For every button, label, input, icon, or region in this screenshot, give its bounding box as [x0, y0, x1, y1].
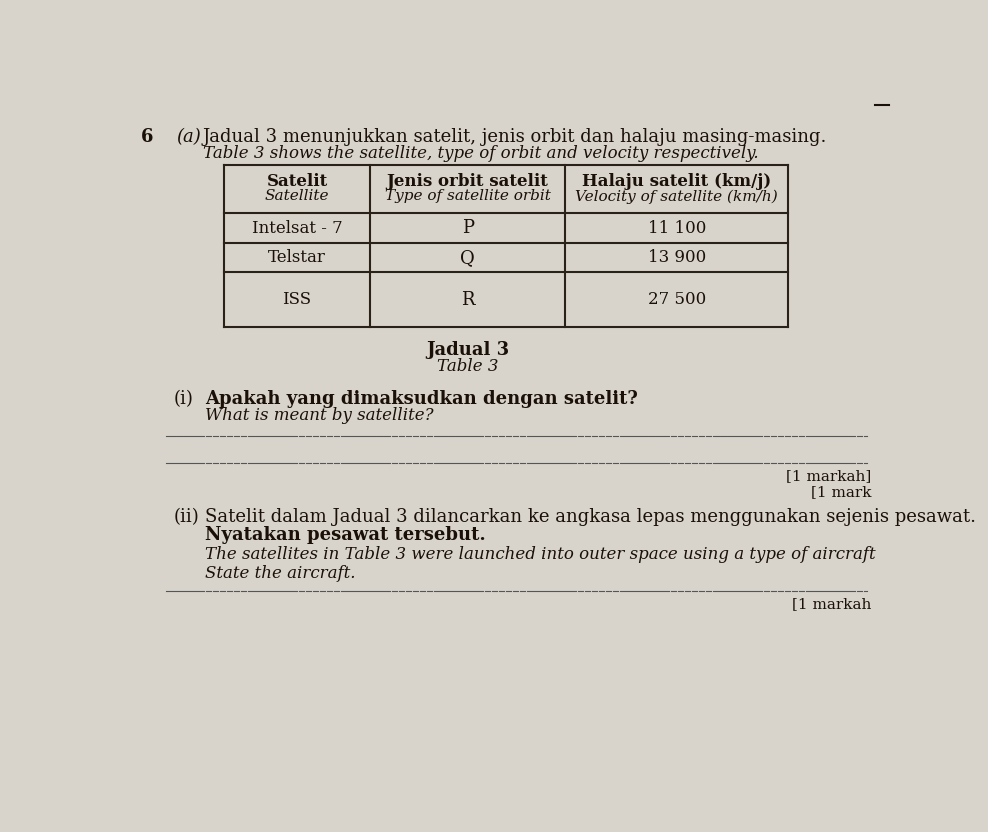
Text: Jenis orbit satelit: Jenis orbit satelit — [386, 172, 548, 190]
Text: (a): (a) — [176, 128, 201, 146]
Text: ISS: ISS — [283, 291, 311, 308]
Text: 6: 6 — [140, 128, 153, 146]
Text: Apakah yang dimaksudkan dengan satelit?: Apakah yang dimaksudkan dengan satelit? — [205, 390, 637, 409]
Text: What is meant by satellite?: What is meant by satellite? — [205, 407, 434, 424]
Text: Satelit dalam Jadual 3 dilancarkan ke angkasa lepas menggunakan sejenis pesawat.: Satelit dalam Jadual 3 dilancarkan ke an… — [205, 508, 976, 526]
Text: P: P — [461, 219, 473, 237]
Text: 13 900: 13 900 — [648, 250, 706, 266]
Text: State the aircraft.: State the aircraft. — [205, 565, 356, 582]
Text: Table 3: Table 3 — [437, 358, 498, 374]
Text: [1 mark: [1 mark — [811, 485, 871, 499]
Text: [1 markah]: [1 markah] — [786, 469, 871, 483]
Text: Type of satellite orbit: Type of satellite orbit — [384, 190, 550, 204]
Text: Q: Q — [460, 249, 475, 267]
Text: Velocity of satellite (km/h): Velocity of satellite (km/h) — [575, 189, 779, 204]
Text: (i): (i) — [174, 390, 194, 409]
Text: 27 500: 27 500 — [648, 291, 706, 308]
Text: 11 100: 11 100 — [648, 220, 706, 236]
Text: Table 3 shows the satellite, type of orbit and velocity respectively.: Table 3 shows the satellite, type of orb… — [203, 146, 758, 162]
Text: Jadual 3: Jadual 3 — [426, 341, 509, 359]
Text: The satellites in Table 3 were launched into outer space using a type of aircraf: The satellites in Table 3 were launched … — [205, 547, 875, 563]
Text: [1 markah: [1 markah — [792, 597, 871, 612]
Text: Satellite: Satellite — [265, 190, 329, 204]
Text: (ii): (ii) — [174, 508, 200, 526]
Text: Satelit: Satelit — [267, 172, 328, 190]
Text: Halaju satelit (km/j): Halaju satelit (km/j) — [582, 172, 772, 190]
Text: Nyatakan pesawat tersebut.: Nyatakan pesawat tersebut. — [205, 527, 486, 544]
Text: Jadual 3 menunjukkan satelit, jenis orbit dan halaju masing-masing.: Jadual 3 menunjukkan satelit, jenis orbi… — [203, 128, 827, 146]
Text: Intelsat - 7: Intelsat - 7 — [252, 220, 343, 236]
Text: Telstar: Telstar — [268, 250, 326, 266]
Text: R: R — [460, 290, 474, 309]
